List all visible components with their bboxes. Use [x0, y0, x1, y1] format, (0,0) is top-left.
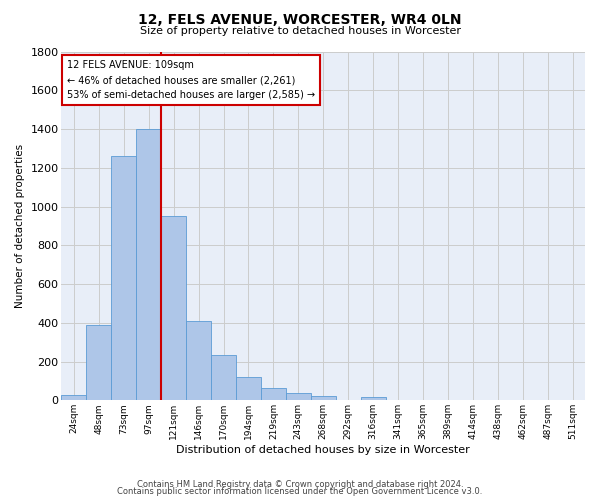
Bar: [211, 355, 236, 401]
Bar: [61, 396, 86, 400]
Bar: [86, 324, 112, 400]
Bar: [361, 398, 386, 400]
Bar: [236, 377, 261, 400]
Bar: [286, 392, 311, 400]
Bar: [161, 216, 186, 400]
Text: 12 FELS AVENUE: 109sqm
← 46% of detached houses are smaller (2,261)
53% of semi-: 12 FELS AVENUE: 109sqm ← 46% of detached…: [67, 60, 315, 100]
X-axis label: Distribution of detached houses by size in Worcester: Distribution of detached houses by size …: [176, 445, 470, 455]
Text: Size of property relative to detached houses in Worcester: Size of property relative to detached ho…: [139, 26, 461, 36]
Bar: [261, 388, 286, 400]
Text: Contains public sector information licensed under the Open Government Licence v3: Contains public sector information licen…: [118, 488, 482, 496]
Y-axis label: Number of detached properties: Number of detached properties: [15, 144, 25, 308]
Bar: [311, 396, 335, 400]
Text: 12, FELS AVENUE, WORCESTER, WR4 0LN: 12, FELS AVENUE, WORCESTER, WR4 0LN: [138, 12, 462, 26]
Bar: [186, 321, 211, 400]
Bar: [112, 156, 136, 400]
Bar: [136, 129, 161, 400]
Text: Contains HM Land Registry data © Crown copyright and database right 2024.: Contains HM Land Registry data © Crown c…: [137, 480, 463, 489]
